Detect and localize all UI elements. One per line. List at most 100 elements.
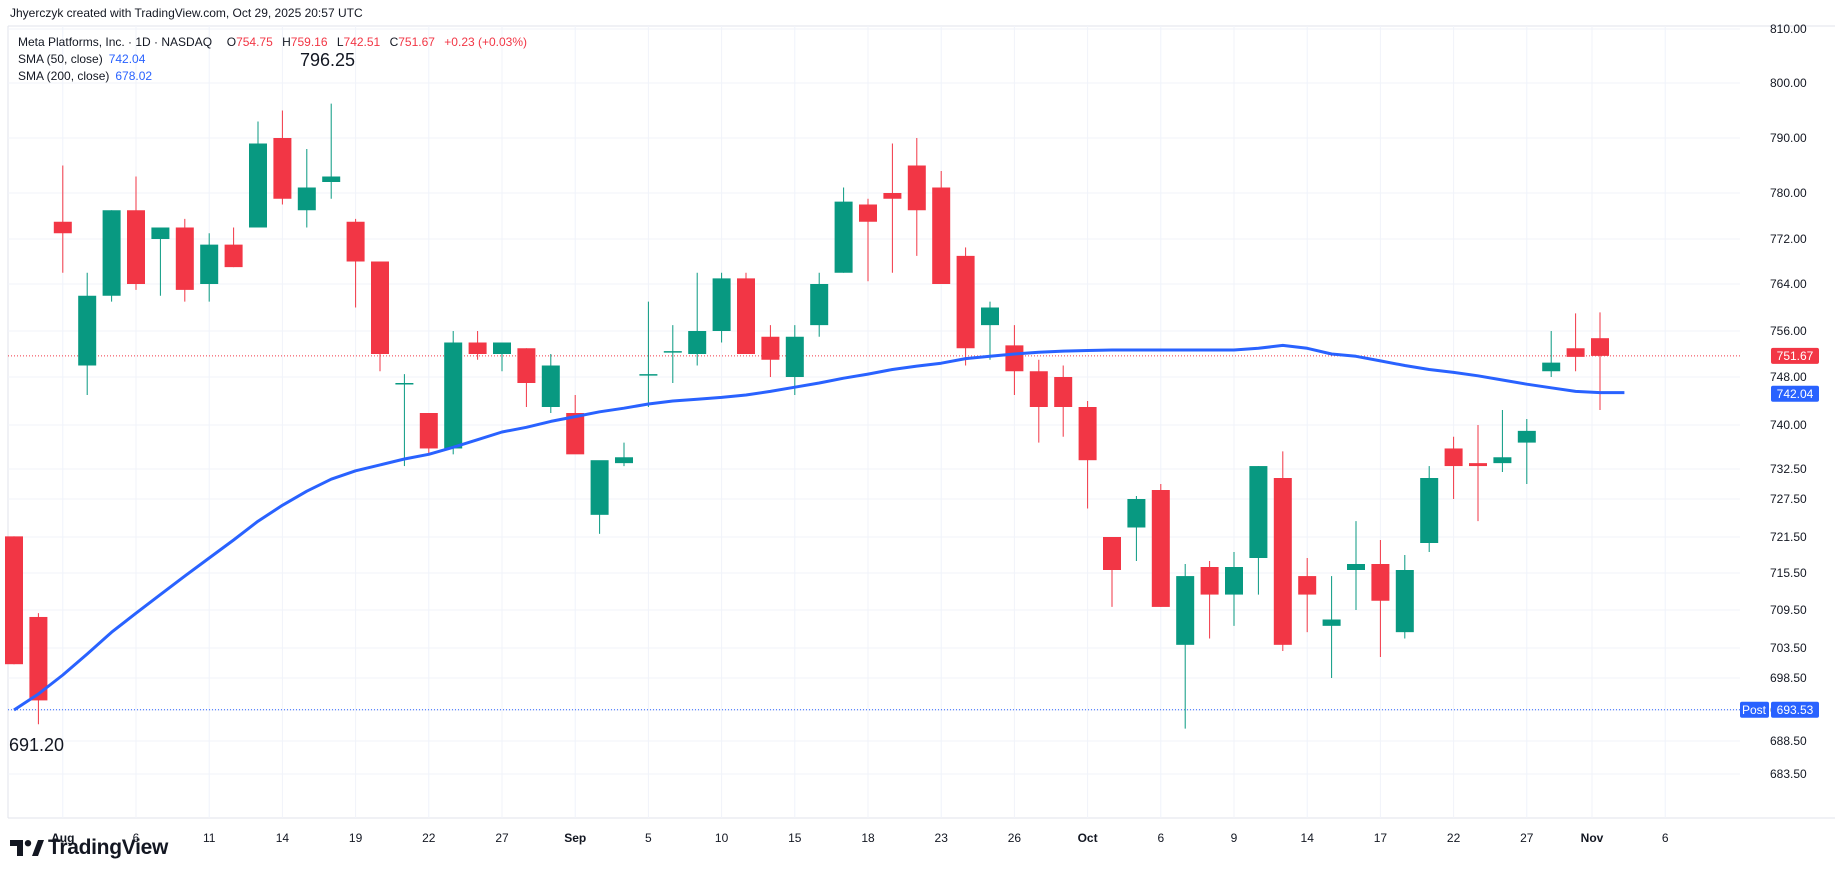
x-tick-label: Nov (1581, 831, 1604, 845)
x-tick-label: 11 (203, 831, 216, 845)
candle-body (1566, 348, 1585, 357)
candle-body (1103, 537, 1121, 570)
x-tick-label: 15 (788, 831, 802, 845)
candle-body (1249, 466, 1268, 558)
candle-body (1517, 430, 1536, 443)
y-tick-label: 748.00 (1770, 370, 1807, 384)
candle-body (810, 284, 829, 326)
candle-body (663, 351, 682, 353)
candle-body (590, 460, 609, 515)
candle-body (1322, 619, 1341, 626)
candle-body (712, 278, 731, 331)
candle-body (1054, 377, 1073, 407)
candle-body (493, 342, 511, 354)
candle-body (53, 221, 72, 234)
open-label: O (226, 35, 237, 49)
candle-body (737, 278, 755, 354)
y-tick-label: 727.50 (1770, 492, 1807, 506)
candle-body (859, 204, 877, 222)
candle-body (1493, 457, 1512, 464)
close-value: 751.67 (398, 35, 435, 49)
candle-body (1420, 478, 1439, 543)
post-price-tag-bg (1771, 701, 1819, 718)
y-tick-label: 721.50 (1770, 530, 1807, 544)
x-tick-label: 18 (861, 831, 875, 845)
x-tick-label: 6 (1157, 831, 1164, 845)
y-tick-label: 764.00 (1770, 277, 1807, 291)
candle-body (273, 138, 292, 199)
x-tick-label: 22 (1447, 831, 1461, 845)
low-annotation: 691.20 (9, 735, 64, 755)
high-value: 759.16 (290, 35, 328, 49)
post-label-text: Post (1742, 703, 1767, 717)
y-tick-label: 780.00 (1770, 186, 1807, 200)
candle-body (688, 331, 707, 354)
x-tick-label: Sep (564, 831, 586, 845)
candle-body (346, 221, 365, 262)
candle-body (1298, 576, 1317, 595)
post-label-bg (1740, 701, 1769, 718)
candle-body (1273, 478, 1292, 645)
sma50-row: SMA (50, close) 742.04 (18, 51, 527, 68)
candle-body (956, 255, 975, 349)
y-tick-label: 772.00 (1770, 232, 1807, 246)
candle-body (1176, 576, 1195, 645)
last-price-tag-bg (1771, 347, 1819, 364)
x-tick-label: 9 (1231, 831, 1238, 845)
candle-body (1151, 490, 1170, 607)
candle-body (1225, 567, 1243, 595)
candle-body (541, 365, 560, 407)
x-tick-label: 22 (422, 831, 436, 845)
tradingview-logo-icon (10, 840, 44, 856)
candle-body (371, 261, 389, 354)
candle-body (322, 176, 341, 182)
candle-body (1005, 345, 1024, 372)
y-tick-label: 709.50 (1770, 603, 1807, 617)
chart-legend: Meta Platforms, Inc. · 1D · NASDAQ O754.… (18, 34, 527, 85)
y-tick-label: 698.50 (1770, 671, 1807, 685)
y-tick-label: 740.00 (1770, 418, 1807, 432)
candle-body (419, 413, 438, 449)
candle-body (29, 616, 48, 701)
chart-caption: Jhyerczyk created with TradingView.com, … (10, 6, 363, 20)
x-tick-label: 5 (645, 831, 652, 845)
candle-body (5, 536, 23, 665)
sma-price-tag-text: 742.04 (1777, 387, 1814, 401)
candle-body (785, 336, 804, 377)
y-tick-label: 790.00 (1770, 131, 1807, 145)
candle-body (1444, 448, 1463, 467)
x-tick-label: 23 (935, 831, 949, 845)
sma50-value: 742.04 (108, 52, 146, 66)
candle-body (981, 307, 999, 326)
ohlc-row: Meta Platforms, Inc. · 1D · NASDAQ O754.… (18, 34, 527, 51)
tradingview-logo[interactable]: TradingView (10, 836, 168, 860)
symbol-title: Meta Platforms, Inc. · 1D · NASDAQ (18, 35, 213, 49)
candle-body (1127, 499, 1146, 528)
x-tick-label: Oct (1078, 831, 1098, 845)
candle-body (1200, 567, 1219, 595)
y-tick-label: 810.00 (1770, 22, 1807, 36)
sma200-label: SMA (200, close) (18, 69, 110, 83)
x-tick-label: 26 (1008, 831, 1022, 845)
x-tick-label: 27 (495, 831, 509, 845)
candle-body (883, 193, 902, 199)
high-annotation: 796.25 (300, 50, 355, 70)
candle-body (1371, 564, 1390, 601)
candle-body (151, 227, 170, 239)
candle-body (907, 165, 926, 211)
x-tick-label: 14 (1301, 831, 1315, 845)
last-price-tag-text: 751.67 (1777, 349, 1814, 363)
candle-body (639, 374, 658, 376)
sma50-label: SMA (50, close) (18, 52, 103, 66)
low-label: L (336, 35, 344, 49)
change-value: +0.23 (+0.03%) (444, 35, 528, 49)
y-tick-label: 800.00 (1770, 76, 1807, 90)
close-label: C (389, 35, 399, 49)
y-tick-label: 732.50 (1770, 462, 1807, 476)
candle-body (249, 143, 267, 228)
candle-body (444, 342, 463, 449)
candle-body (1029, 371, 1048, 407)
candle-body (78, 295, 97, 366)
y-tick-label: 715.50 (1770, 566, 1807, 580)
